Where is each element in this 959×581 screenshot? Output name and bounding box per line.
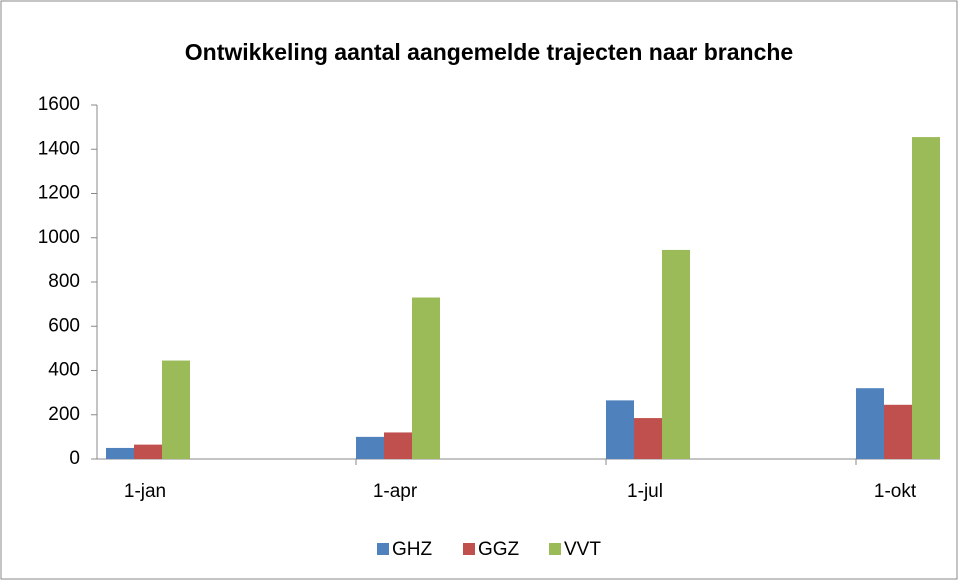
y-tick-label: 800 (48, 271, 80, 292)
x-tick-label: 1-okt (874, 481, 917, 502)
y-tick-label: 1400 (38, 138, 80, 159)
y-tick-label: 400 (48, 360, 80, 381)
y-tick-label: 1600 (38, 94, 80, 115)
legend-label: GGZ (478, 539, 520, 560)
bar (912, 137, 940, 460)
bar (884, 404, 912, 459)
legend-swatch (463, 543, 475, 555)
bar (606, 400, 634, 459)
legend-swatch (377, 543, 389, 555)
bar (412, 297, 440, 459)
legend-label: VVT (564, 539, 601, 560)
bar (662, 249, 690, 459)
y-tick-label: 200 (48, 404, 80, 425)
y-tick-label: 600 (48, 315, 80, 336)
y-tick-label: 1000 (38, 227, 80, 248)
bar (162, 360, 190, 459)
x-tick-label: 1-apr (373, 481, 418, 502)
bar (106, 447, 134, 459)
bar (856, 388, 884, 459)
legend-swatch (549, 543, 561, 555)
x-tick-label: 1-jan (124, 481, 166, 502)
legend-label: GHZ (392, 539, 433, 560)
y-tick-label: 1200 (38, 183, 80, 204)
bar (134, 444, 162, 459)
bar (356, 436, 384, 459)
y-tick-label: 0 (69, 448, 80, 469)
bar (384, 432, 412, 459)
chart-title: Ontwikkeling aantal aangemelde trajecten… (185, 39, 793, 65)
bar (634, 418, 662, 459)
x-tick-label: 1-jul (627, 481, 663, 502)
